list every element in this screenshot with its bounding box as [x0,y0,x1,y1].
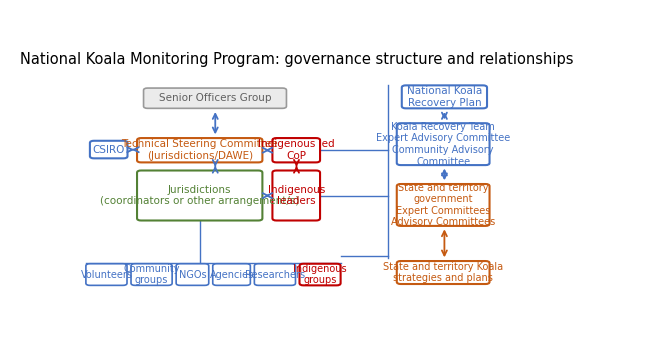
FancyBboxPatch shape [254,264,296,285]
Text: Agencies: Agencies [210,270,254,279]
Text: National Koala Monitoring Program: governance structure and relationships: National Koala Monitoring Program: gover… [20,52,573,67]
Text: CSIRO: CSIRO [93,145,125,154]
Text: National Koala
Recovery Plan: National Koala Recovery Plan [407,86,482,108]
FancyBboxPatch shape [131,264,172,285]
Text: Researchers: Researchers [245,270,305,279]
FancyBboxPatch shape [402,85,487,108]
FancyBboxPatch shape [397,261,490,284]
Text: Koala Recovery Team
Expert Advisory Committee
Community Advisory
Committee: Koala Recovery Team Expert Advisory Comm… [376,122,510,166]
FancyBboxPatch shape [86,264,127,285]
FancyBboxPatch shape [300,264,340,285]
Text: Senior Officers Group: Senior Officers Group [159,93,271,103]
Text: Indigenous
leaders: Indigenous leaders [268,185,325,206]
FancyBboxPatch shape [144,88,287,108]
FancyBboxPatch shape [397,123,490,165]
Text: Volunteers: Volunteers [80,270,133,279]
FancyBboxPatch shape [90,141,127,158]
FancyBboxPatch shape [137,138,263,163]
FancyBboxPatch shape [137,171,263,220]
Text: State and territory
government
Expert Committees
Advisory Committees: State and territory government Expert Co… [391,183,496,227]
FancyBboxPatch shape [272,171,320,220]
FancyBboxPatch shape [397,184,490,226]
Text: Jurisdictions
(coordinators or other arrangement/s): Jurisdictions (coordinators or other arr… [100,185,300,206]
Text: Indigenous led
CoP: Indigenous led CoP [258,139,334,161]
Text: Community
groups: Community groups [124,264,180,285]
FancyBboxPatch shape [176,264,209,285]
FancyBboxPatch shape [213,264,250,285]
Text: Technical Steering Committee
(Jurisdictions/DAWE): Technical Steering Committee (Jurisdicti… [122,139,278,161]
Text: State and territory Koala
strategies and plans: State and territory Koala strategies and… [383,262,503,283]
FancyBboxPatch shape [272,138,320,163]
Text: Indigenous
groups: Indigenous groups [293,264,347,285]
Text: NGOs: NGOs [179,270,206,279]
